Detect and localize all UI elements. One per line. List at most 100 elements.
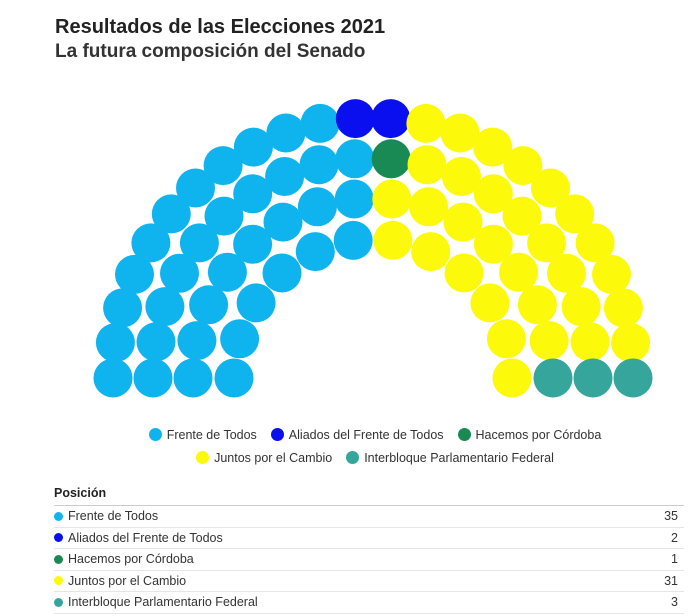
seat-circle xyxy=(151,194,191,234)
seat-circle xyxy=(299,145,339,185)
legend-swatch xyxy=(196,451,210,464)
legend-item-interbloque-parlamentario-federal[interactable]: Interbloque Parlamentario Federal xyxy=(346,448,554,467)
seat-circle xyxy=(262,253,302,293)
legend-item-juntos-por-el-cambio[interactable]: Juntos por el Cambio xyxy=(196,448,332,467)
seat-circle xyxy=(486,319,526,359)
seat-circle xyxy=(115,254,154,294)
seat-circle xyxy=(441,157,481,196)
table-row: Hacemos por Córdoba 1 xyxy=(54,549,684,571)
seat-circle xyxy=(531,168,570,208)
seat-circle xyxy=(573,358,613,398)
seat-circle xyxy=(561,287,601,327)
seat-circle xyxy=(371,139,411,179)
seat-circle xyxy=(529,321,569,361)
party-seats: 3 xyxy=(671,595,678,610)
table-row: Interbloque Parlamentario Federal 3 xyxy=(54,592,684,614)
seat-circle xyxy=(473,174,513,214)
seat-circle xyxy=(470,283,510,323)
seat-circle xyxy=(335,99,375,139)
seat-circle xyxy=(93,358,133,398)
legend-label: Hacemos por Córdoba xyxy=(475,427,602,442)
table-row: Juntos por el Cambio 31 xyxy=(54,571,684,592)
legend-swatch xyxy=(457,428,471,441)
party-color-dot xyxy=(54,533,63,543)
seat-circle xyxy=(95,323,135,363)
legend-label: Interbloque Parlamentario Federal xyxy=(364,450,554,465)
seat-circle xyxy=(527,223,567,263)
seat-circle xyxy=(177,321,217,361)
seat-circle xyxy=(440,113,480,153)
legend-item-hacemos-por-cordoba[interactable]: Hacemos por Córdoba xyxy=(457,425,602,444)
seat-circle xyxy=(555,194,595,234)
seat-circle xyxy=(409,187,449,227)
seat-circle xyxy=(233,174,273,214)
legend-item-frente-de-todos[interactable]: Frente de Todos xyxy=(148,425,257,444)
table-row: Aliados del Frente de Todos 2 xyxy=(54,528,684,549)
legend-swatch xyxy=(148,428,162,441)
seat-circle xyxy=(499,252,539,292)
party-name: Frente de Todos xyxy=(68,509,159,524)
table-header: Posición xyxy=(54,486,684,506)
seat-circle xyxy=(133,358,173,398)
seat-circle xyxy=(533,358,573,398)
seat-circle xyxy=(136,322,176,362)
seat-circle xyxy=(373,220,413,260)
party-seats: 31 xyxy=(664,573,678,588)
legend: Frente de Todos Aliados del Frente de To… xyxy=(80,425,670,467)
seat-circle xyxy=(160,253,199,293)
seat-circle xyxy=(189,285,229,325)
seat-circle xyxy=(179,223,219,263)
legend-label: Juntos por el Cambio xyxy=(214,450,333,465)
seat-circle xyxy=(203,146,243,186)
seat-circle xyxy=(131,223,171,263)
seat-circle xyxy=(233,224,273,264)
seat-circle xyxy=(266,113,306,153)
seat-circle xyxy=(334,179,374,219)
legend-item-aliados-del-frente-de-todos[interactable]: Aliados del Frente de Todos xyxy=(270,425,444,444)
seat-circle xyxy=(300,103,340,143)
seat-circle xyxy=(611,323,651,363)
seat-circle xyxy=(407,145,447,185)
seat-circle xyxy=(220,319,260,359)
party-name: Hacemos por Córdoba xyxy=(68,552,194,567)
party-color-dot xyxy=(54,597,63,607)
party-name: Juntos por el Cambio xyxy=(68,573,187,588)
legend-label: Frente de Todos xyxy=(166,427,257,442)
seat-circle xyxy=(204,196,244,236)
legend-swatch xyxy=(346,451,360,464)
seat-circle xyxy=(173,358,213,398)
seat-circle xyxy=(443,202,483,242)
party-seats: 35 xyxy=(664,509,678,524)
seat-circle xyxy=(103,288,143,328)
seat-circle xyxy=(263,202,303,242)
party-color-dot xyxy=(54,576,63,586)
seat-circle xyxy=(613,358,653,398)
seat-circle xyxy=(176,168,215,208)
seat-circle xyxy=(297,187,337,227)
seat-circle xyxy=(547,253,586,293)
seat-circle xyxy=(502,196,542,236)
seat-circle xyxy=(592,254,631,294)
table-row: Frente de Todos 35 xyxy=(54,506,684,528)
party-name: Aliados del Frente de Todos xyxy=(68,530,223,545)
seat-circle xyxy=(473,127,513,167)
seat-circle xyxy=(371,99,411,139)
seat-circle xyxy=(503,146,543,186)
seat-circle xyxy=(444,253,484,293)
legend-label: Aliados del Frente de Todos xyxy=(288,427,444,442)
seat-circle xyxy=(570,322,610,362)
seat-circle xyxy=(214,358,254,398)
seat-circle xyxy=(265,157,305,196)
hemicycle-chart xyxy=(93,99,653,398)
seat-circle xyxy=(233,127,273,167)
seat-circle xyxy=(333,220,373,260)
seat-circle xyxy=(145,287,185,327)
party-name: Interbloque Parlamentario Federal xyxy=(68,595,258,610)
seat-circle xyxy=(236,283,276,323)
seat-circle xyxy=(603,288,643,328)
party-color-dot xyxy=(54,554,63,564)
legend-swatch xyxy=(270,428,284,441)
seat-circle xyxy=(411,232,451,272)
seat-circle xyxy=(492,358,532,398)
seat-circle xyxy=(372,179,412,219)
